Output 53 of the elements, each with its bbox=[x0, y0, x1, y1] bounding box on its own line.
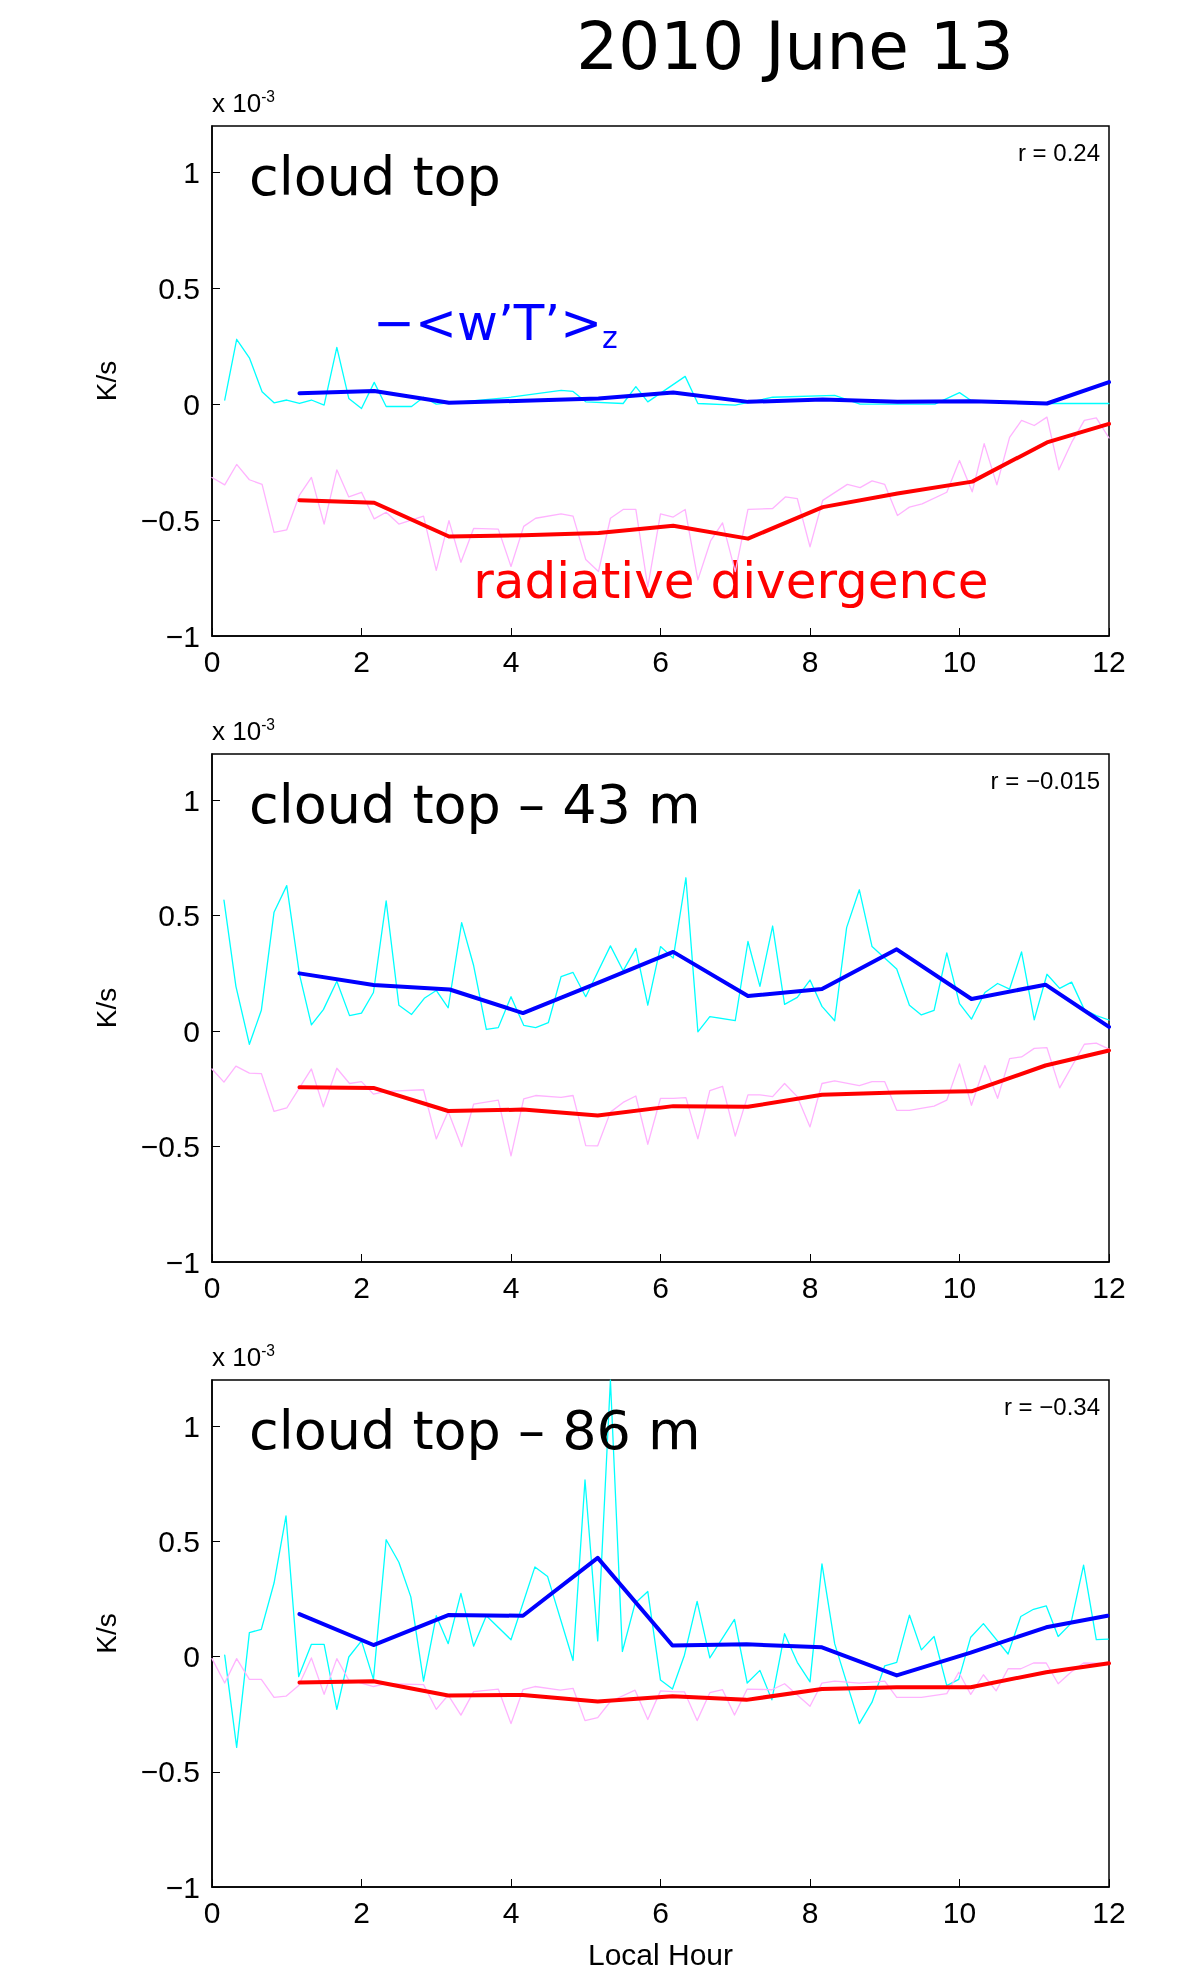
y-tick-label: 0 bbox=[183, 1014, 200, 1048]
y-tick-label: 0 bbox=[183, 387, 200, 421]
y-tick-label: −0.5 bbox=[140, 1755, 200, 1789]
y-tick-label: 0 bbox=[183, 1640, 200, 1674]
line-series bbox=[297, 1048, 1111, 1118]
x-tick-label: 6 bbox=[652, 1895, 669, 1929]
chart-subtitle: cloud top bbox=[249, 144, 501, 208]
x-axis-title: Local Hour bbox=[587, 1937, 734, 1971]
line-series bbox=[224, 1379, 1109, 1748]
x-tick-label: 10 bbox=[942, 644, 977, 678]
chart-subtitle: cloud top – 43 m bbox=[249, 772, 701, 836]
x-tick-label: 10 bbox=[942, 1895, 977, 1929]
y-tick-label: −0.5 bbox=[140, 1130, 200, 1164]
y-tick-label: −1 bbox=[165, 619, 200, 653]
x-tick-label: 10 bbox=[942, 1270, 977, 1304]
chart-title: 2010 June 13 bbox=[576, 7, 1014, 85]
y-tick-label: 1 bbox=[183, 155, 200, 189]
y-tick-label: 0.5 bbox=[158, 899, 200, 933]
y-tick-label: −0.5 bbox=[140, 503, 200, 537]
y-tick-label: 1 bbox=[183, 1409, 200, 1443]
x-tick-label: 12 bbox=[1092, 1270, 1126, 1304]
x-tick-label: 4 bbox=[502, 1895, 520, 1929]
line-series bbox=[297, 947, 1111, 1029]
y-tick-label: 0.5 bbox=[158, 1524, 200, 1558]
y-tick-label: −1 bbox=[165, 1870, 200, 1904]
y-tick-label: 0.5 bbox=[158, 271, 200, 305]
x-tick-label: 4 bbox=[502, 644, 520, 678]
line-series bbox=[223, 877, 1110, 1045]
x-tick-label: 2 bbox=[353, 1270, 370, 1304]
line-series bbox=[297, 1661, 1111, 1704]
series-label: radiative divergence bbox=[473, 551, 989, 610]
x-tick-label: 8 bbox=[801, 1895, 819, 1929]
y-axis-title: K/s bbox=[90, 987, 122, 1029]
annotation: r = 0.24 bbox=[1017, 138, 1101, 166]
y-axis-title: K/s bbox=[90, 360, 122, 402]
x-tick-label: 8 bbox=[801, 644, 819, 678]
x-tick-label: 6 bbox=[652, 1270, 669, 1304]
y-tick-label: −1 bbox=[165, 1245, 200, 1279]
x-tick-label: 12 bbox=[1092, 1895, 1126, 1929]
annotation: r = −0.34 bbox=[1003, 1392, 1101, 1420]
annotation: r = −0.015 bbox=[990, 766, 1100, 794]
x-tick-label: 2 bbox=[353, 644, 370, 678]
line-series bbox=[297, 1555, 1110, 1678]
x-tick-label: 8 bbox=[801, 1270, 819, 1304]
x-tick-label: 2 bbox=[353, 1895, 370, 1929]
y-axis-title: K/s bbox=[90, 1613, 122, 1654]
x-tick-label: 4 bbox=[502, 1270, 520, 1304]
x-tick-label: 6 bbox=[652, 644, 669, 678]
line-series bbox=[297, 380, 1111, 406]
y-tick-label: 1 bbox=[183, 783, 200, 817]
x-tick-label: 12 bbox=[1092, 644, 1126, 678]
line-series bbox=[211, 1042, 1110, 1157]
line-series bbox=[297, 421, 1111, 541]
